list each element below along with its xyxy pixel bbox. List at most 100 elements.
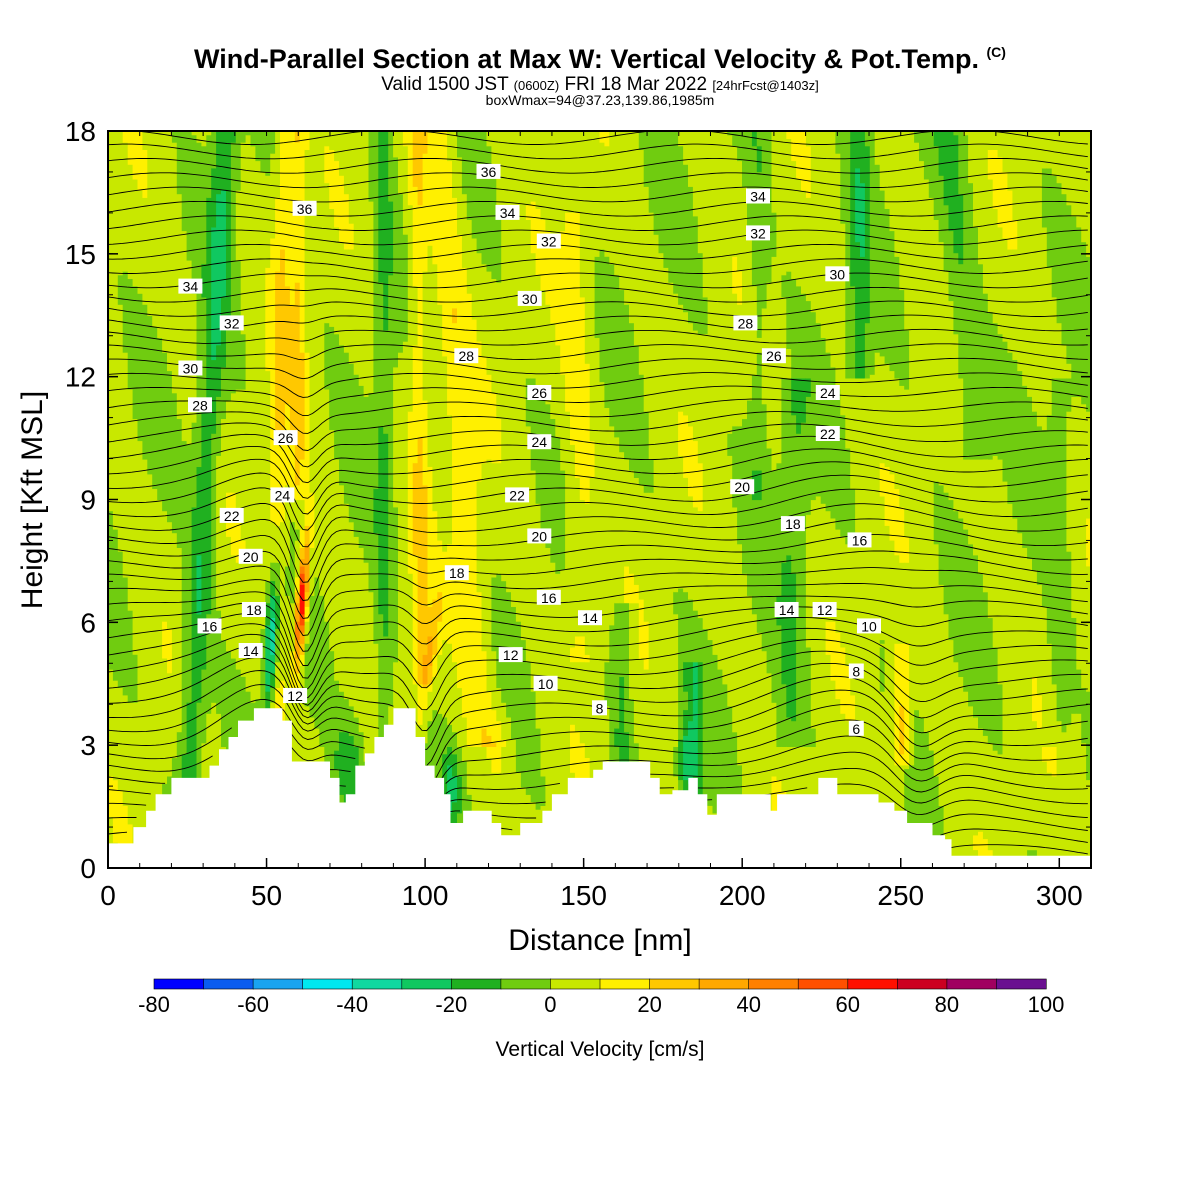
velocity-cell xyxy=(422,687,429,711)
velocity-cell xyxy=(471,746,478,821)
contour-label: 12 xyxy=(498,647,523,663)
velocity-cell xyxy=(393,506,399,663)
contour-label: 36 xyxy=(292,200,317,217)
velocity-cell xyxy=(1022,131,1028,386)
velocity-cell xyxy=(579,131,586,298)
velocity-cell xyxy=(899,131,905,291)
velocity-cell xyxy=(240,389,247,541)
isentrope-line xyxy=(108,243,1088,260)
contour-label: 8 xyxy=(848,663,864,680)
velocity-cell xyxy=(447,724,453,747)
velocity-cell xyxy=(299,643,306,655)
isentrope-line xyxy=(108,357,1088,380)
velocity-cell xyxy=(275,595,281,630)
velocity-cell xyxy=(584,503,591,655)
velocity-cell xyxy=(958,676,964,868)
velocity-cell xyxy=(1032,676,1038,722)
velocity-cell xyxy=(235,389,242,512)
velocity-cell xyxy=(1012,219,1018,250)
velocity-cell xyxy=(840,223,846,416)
isentrope-line xyxy=(108,343,1088,361)
velocity-cell xyxy=(412,285,419,346)
contour-label: 28 xyxy=(454,348,479,364)
velocity-cell xyxy=(137,440,143,868)
velocity-cell xyxy=(909,764,915,851)
velocity-cell xyxy=(1007,503,1013,868)
chart-title: Wind-Parallel Section at Max W: Vertical… xyxy=(0,44,1200,75)
contour-label-bg xyxy=(857,618,881,634)
contour-label-bg xyxy=(527,385,552,400)
velocity-cell xyxy=(147,131,153,316)
velocity-cell xyxy=(712,131,718,655)
velocity-cell xyxy=(953,252,959,335)
velocity-cell xyxy=(973,459,979,556)
velocity-cell xyxy=(309,131,315,493)
velocity-cell xyxy=(987,149,994,180)
velocity-cell xyxy=(1061,377,1067,733)
contour-label: 10 xyxy=(533,675,558,692)
velocity-cell xyxy=(157,499,163,799)
velocity-cell xyxy=(638,599,645,659)
velocity-cell xyxy=(801,293,807,379)
velocity-cell xyxy=(176,418,183,548)
copyright-mark: (C) xyxy=(986,44,1006,60)
velocity-cell xyxy=(830,621,836,681)
isentrope-line xyxy=(108,831,128,835)
velocity-cell xyxy=(933,481,940,545)
velocity-cell xyxy=(570,212,576,445)
velocity-cell xyxy=(476,481,483,593)
isentrope-line xyxy=(108,612,1088,690)
isentrope-line xyxy=(108,579,1088,652)
velocity-cell xyxy=(491,772,497,868)
velocity-cell xyxy=(992,750,999,868)
contour-label-text: 20 xyxy=(532,528,548,544)
velocity-cell xyxy=(678,587,684,740)
velocity-cell xyxy=(791,131,797,162)
velocity-cell xyxy=(904,131,910,331)
velocity-cell xyxy=(186,444,193,703)
velocity-cell xyxy=(117,790,124,862)
velocity-cell xyxy=(584,661,591,758)
velocity-cell xyxy=(535,131,542,209)
contour-label: 14 xyxy=(774,602,799,618)
velocity-cell xyxy=(1002,481,1008,868)
velocity-cell xyxy=(112,779,119,843)
velocity-cell xyxy=(1076,396,1082,670)
velocity-cell xyxy=(486,271,492,375)
velocity-cell xyxy=(299,131,306,353)
velocity-cell xyxy=(604,131,610,147)
velocity-cell xyxy=(211,226,217,361)
velocity-cell xyxy=(992,208,999,324)
velocity-cell xyxy=(840,131,846,224)
contour-label: 8 xyxy=(592,700,607,716)
velocity-cell xyxy=(845,131,851,379)
colorbar-swatch xyxy=(153,978,205,990)
colorbar-swatch xyxy=(550,978,601,990)
velocity-cell xyxy=(265,175,271,268)
velocity-cell xyxy=(432,510,438,600)
velocity-cell xyxy=(864,131,871,147)
velocity-cell xyxy=(181,440,188,755)
velocity-cell xyxy=(167,628,173,674)
contour-label: 34 xyxy=(495,204,520,221)
velocity-cell xyxy=(1027,558,1033,851)
isentrope-line xyxy=(108,645,1088,732)
contour-label-bg xyxy=(238,548,263,564)
velocity-cell xyxy=(570,661,576,725)
velocity-cell xyxy=(491,746,497,773)
velocity-cell xyxy=(791,720,797,747)
velocity-cell xyxy=(447,543,453,644)
colorbar-swatch xyxy=(450,978,502,990)
velocity-cell xyxy=(771,256,777,471)
velocity-cell xyxy=(1071,396,1077,618)
velocity-cell xyxy=(299,547,306,560)
velocity-cell xyxy=(717,669,723,825)
velocity-cell xyxy=(314,131,320,578)
contour-label-text: 8 xyxy=(852,664,860,680)
velocity-cell xyxy=(545,304,551,405)
velocity-cell xyxy=(476,341,483,482)
isentrope-line xyxy=(108,684,380,733)
velocity-cell xyxy=(196,466,202,556)
contour-label: 14 xyxy=(578,610,602,626)
velocity-cell xyxy=(122,271,129,353)
